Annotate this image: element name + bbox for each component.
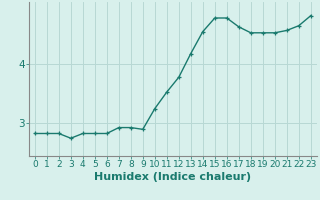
X-axis label: Humidex (Indice chaleur): Humidex (Indice chaleur) (94, 172, 252, 182)
